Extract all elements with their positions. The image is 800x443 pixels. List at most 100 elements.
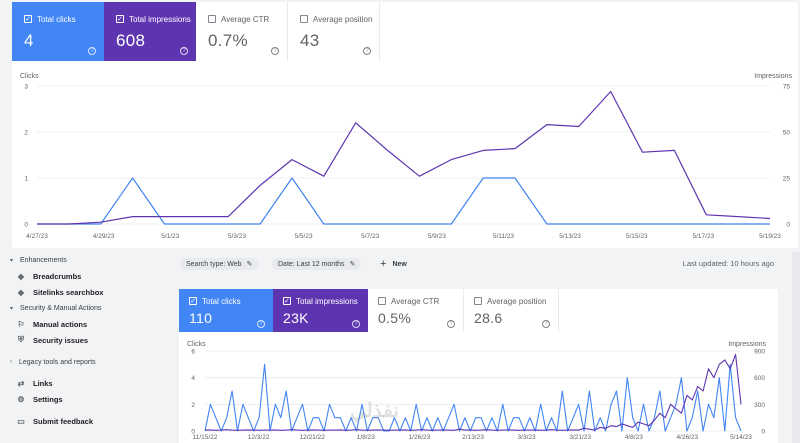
layers-icon: ◈ [17, 287, 25, 297]
left-tick-label: 2 [24, 130, 28, 137]
left-tick-label: 4 [191, 375, 195, 382]
metric-average-ctr[interactable]: Average CTR 0.5% ? [368, 289, 464, 332]
metric-value: 0.5% [378, 310, 412, 326]
left-tick-label: 6 [191, 349, 195, 356]
metric-value: 28.6 [474, 310, 503, 326]
shield-icon: ⛨ [18, 335, 24, 344]
performance-chart[interactable]: 3 752 501 250 04/27/23 4/29/23 5/1/23 5/3/23 5/5… [12, 2, 798, 248]
sidebar-item-settings[interactable]: ⚙ Settings [0, 391, 172, 407]
plus-icon: + [380, 258, 387, 270]
metric-average-position[interactable]: Average position 28.6 ? [464, 289, 559, 332]
metric-label: Total clicks [37, 14, 76, 24]
sidebar-item-manual-actions[interactable]: ⚐ Manual actions [0, 316, 172, 332]
sidebar-item-breadcrumbs[interactable]: ◈ Breadcrumbs [0, 268, 172, 284]
metric-label: Average CTR [221, 14, 270, 24]
x-tick-label: 5/15/23 [626, 233, 648, 240]
sidebar-item-label: Manual actions [33, 319, 88, 329]
left-tick-label: 3 [24, 84, 28, 91]
help-icon[interactable]: ? [363, 47, 371, 55]
sidebar-section-enhancements[interactable]: ▾ Enhancements [0, 252, 172, 268]
metric-total-impressions[interactable]: ✓ Total impressions 608 ? [104, 2, 196, 61]
help-icon[interactable]: ? [257, 320, 265, 328]
x-tick-label: 5/3/23 [228, 233, 246, 240]
metric-total-impressions[interactable]: ✓ Total impressions 23K ? [273, 289, 368, 332]
metric-average-ctr[interactable]: Average CTR 0.7% ? [196, 2, 288, 61]
section-title: Security & Manual Actions [20, 304, 102, 312]
help-icon[interactable]: ? [447, 320, 455, 328]
metric-average-position[interactable]: Average position 43 ? [288, 2, 380, 61]
checkbox-icon[interactable]: ✓ [189, 297, 197, 305]
x-tick-label: 5/5/23 [295, 233, 313, 240]
new-filter-button[interactable]: + New [380, 258, 407, 270]
help-icon[interactable]: ? [542, 320, 550, 328]
sidebar-item-security-issues[interactable]: ⛨ Security issues [0, 332, 172, 348]
section-title: Enhancements [20, 256, 67, 264]
metric-total-clicks[interactable]: ✓ Total clicks 110 ? [179, 289, 273, 332]
help-icon[interactable]: ? [88, 47, 96, 55]
left-tick-label: 0 [24, 222, 28, 229]
left-axis-title: Clicks [187, 341, 206, 348]
scrollbar[interactable] [792, 252, 800, 443]
sidebar-item-submit-feedback[interactable]: ▭ Submit feedback [0, 413, 172, 429]
x-tick-label: 12/3/22 [248, 434, 270, 441]
checkbox-icon[interactable] [300, 15, 308, 23]
right-axis-title: Impressions [728, 341, 766, 348]
right-tick-label: 25 [783, 176, 791, 183]
gear-icon: ⚙ [17, 394, 25, 404]
right-tick-label: 0 [786, 222, 790, 229]
help-icon[interactable]: ? [180, 47, 188, 55]
sidebar: ▾ Enhancements ◈ Breadcrumbs ◈ Sitelinks se… [0, 252, 172, 429]
checkbox-icon[interactable] [474, 297, 482, 305]
checkbox-icon[interactable] [208, 15, 216, 23]
help-icon[interactable]: ? [271, 47, 279, 55]
x-tick-label: 11/15/22 [193, 434, 218, 441]
right-tick-label: 300 [754, 402, 765, 409]
impressions-series-line [37, 90, 771, 225]
sidebar-item-sitelinks-searchbox[interactable]: ◈ Sitelinks searchbox [0, 284, 172, 300]
help-icon[interactable]: ? [352, 320, 360, 328]
right-tick-label: 50 [783, 130, 791, 137]
link-icon: ⇄ [17, 378, 25, 388]
metric-label: Average CTR [391, 296, 440, 306]
right-axis-title: Impressions [754, 73, 792, 80]
layers-icon: ◈ [17, 271, 25, 281]
x-tick-label: 3/21/23 [569, 434, 591, 441]
x-tick-label: 5/7/23 [361, 233, 379, 240]
metric-label: Total impressions [129, 14, 191, 24]
x-tick-label: 5/11/23 [493, 233, 515, 240]
checkbox-icon[interactable]: ✓ [24, 15, 32, 23]
section-title: Legacy tools and reports [19, 358, 96, 366]
checkbox-icon[interactable] [378, 297, 386, 305]
x-tick-label: 4/26/23 [677, 434, 699, 441]
checkbox-icon[interactable]: ✓ [283, 297, 291, 305]
filter-chip-search-type[interactable]: Search type: Web ✎ [180, 258, 259, 270]
metric-value: 43 [300, 31, 320, 50]
chevron-down-icon: ▾ [10, 257, 14, 264]
performance-card-last-month: ✓ Total clicks 4 ? ✓ Total impressions 608… [12, 2, 798, 248]
x-tick-label: 5/14/23 [730, 434, 752, 441]
checkbox-icon[interactable]: ✓ [116, 15, 124, 23]
left-tick-label: 0 [191, 429, 195, 436]
x-tick-label: 1/26/23 [409, 434, 431, 441]
sidebar-item-links[interactable]: ⇄ Links [0, 375, 172, 391]
impressions-series-line [204, 354, 742, 431]
filter-chip-date[interactable]: Date: Last 12 months ✎ [272, 258, 362, 270]
metric-total-clicks[interactable]: ✓ Total clicks 4 ? [12, 2, 104, 61]
new-label: New [392, 260, 407, 268]
sidebar-section-legacy[interactable]: › Legacy tools and reports [0, 354, 172, 370]
sidebar-item-label: Breadcrumbs [33, 271, 82, 281]
metric-value: 608 [116, 31, 146, 50]
right-tick-label: 600 [754, 375, 765, 382]
left-tick-label: 1 [24, 176, 28, 183]
sidebar-item-label: Sitelinks searchbox [33, 287, 104, 297]
x-tick-label: 4/29/23 [93, 233, 115, 240]
x-tick-label: 2/13/23 [462, 434, 484, 441]
x-tick-label: 1/8/23 [357, 434, 375, 441]
sidebar-section-security[interactable]: ▾ Security & Manual Actions [0, 300, 172, 316]
feedback-icon: ▭ [17, 416, 25, 426]
flag-icon: ⚐ [17, 319, 25, 329]
sidebar-item-label: Security issues [33, 335, 89, 345]
chevron-down-icon: ▾ [10, 305, 14, 312]
x-tick-label: 5/19/23 [759, 233, 781, 240]
